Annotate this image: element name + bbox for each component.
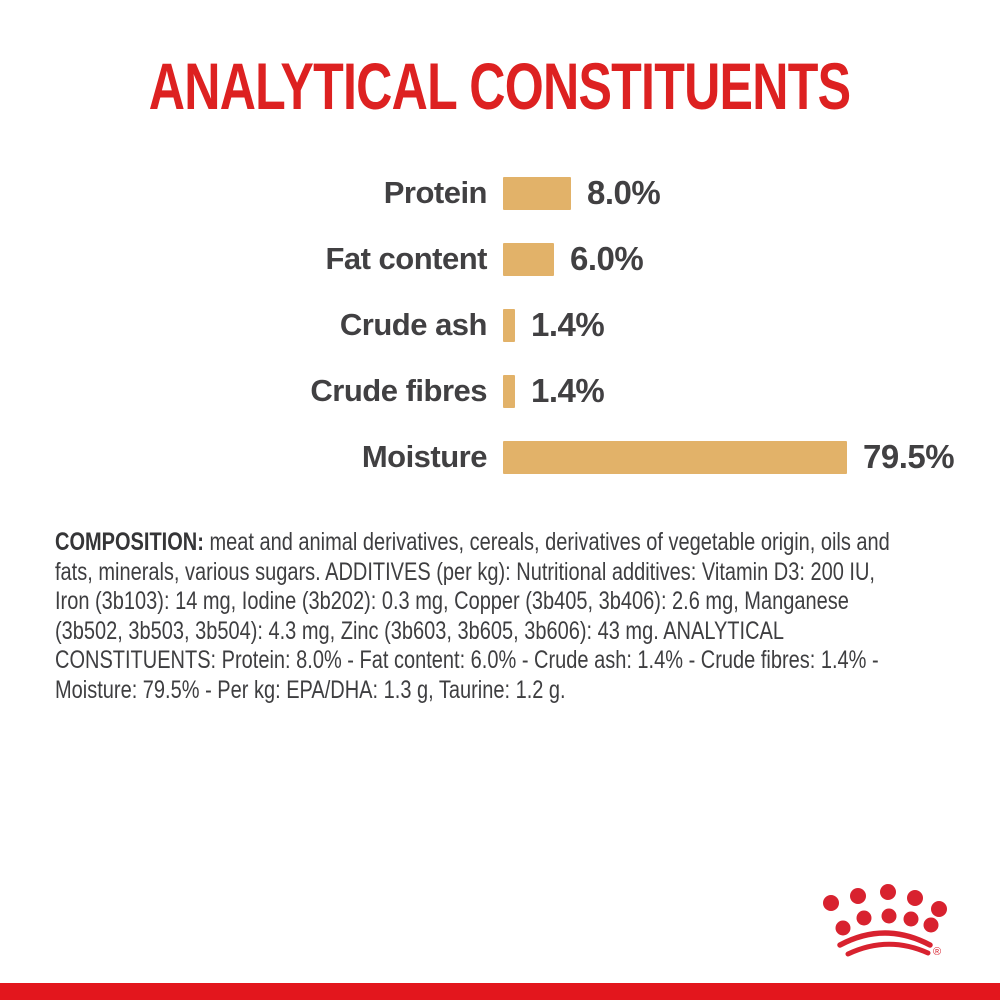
constituent-bar bbox=[503, 176, 571, 210]
chart-row: Crude fibres 1.4% bbox=[0, 358, 1000, 424]
composition-line: CONSTITUENTS: Protein: 8.0% - Fat conten… bbox=[55, 646, 879, 674]
constituent-bar bbox=[503, 242, 554, 276]
constituent-value: 6.0% bbox=[570, 240, 644, 277]
constituent-bar bbox=[503, 308, 515, 342]
page-title: ANALYTICAL CONSTITUENTS bbox=[0, 48, 1000, 124]
constituent-value: 1.4% bbox=[531, 372, 605, 409]
constituent-label: Fat content bbox=[325, 241, 487, 276]
analytical-constituents-chart: Protein 8.0% Fat content 6.0% Crude ash 1.4% C… bbox=[0, 160, 1000, 490]
composition-line: fats, minerals, various sugars. ADDITIVE… bbox=[55, 557, 875, 586]
chart-row: Crude ash 1.4% bbox=[0, 292, 1000, 358]
page-title-text: ANALYTICAL CONSTITUENTS bbox=[149, 49, 851, 123]
chart-row: Moisture 79.5% bbox=[0, 424, 1000, 490]
crown-dots bbox=[823, 884, 947, 936]
composition-line: Iron (3b103): 14 mg, Iodine (3b202): 0.3… bbox=[55, 587, 849, 615]
constituent-label: Protein bbox=[383, 175, 488, 210]
constituent-label: Moisture bbox=[361, 439, 488, 474]
composition-lead: COMPOSITION: bbox=[55, 528, 204, 556]
composition-text: COMPOSITION: meat and animal derivatives… bbox=[55, 528, 951, 705]
royal-canin-crown-logo: ® bbox=[823, 884, 947, 958]
bottom-red-band bbox=[0, 983, 1000, 1000]
composition-line: Moisture: 79.5% - Per kg: EPA/DHA: 1.3 g… bbox=[55, 675, 566, 704]
constituent-value: 1.4% bbox=[531, 306, 605, 343]
constituent-bar bbox=[503, 374, 515, 408]
crown-arcs bbox=[837, 930, 933, 957]
constituent-value: 8.0% bbox=[587, 174, 661, 211]
chart-row: Fat content 6.0% bbox=[0, 226, 1000, 292]
composition-line: (3b502, 3b503, 3b504): 4.3 mg, Zinc (3b6… bbox=[55, 616, 784, 645]
registered-trademark-icon: ® bbox=[933, 946, 941, 958]
constituent-label: Crude fibres bbox=[310, 373, 487, 408]
constituent-bar bbox=[503, 440, 847, 474]
constituent-label: Crude ash bbox=[339, 307, 488, 342]
composition-line: COMPOSITION: meat and animal derivatives… bbox=[55, 528, 890, 556]
chart-row: Protein 8.0% bbox=[0, 160, 1000, 226]
constituent-value: 79.5% bbox=[863, 438, 955, 475]
